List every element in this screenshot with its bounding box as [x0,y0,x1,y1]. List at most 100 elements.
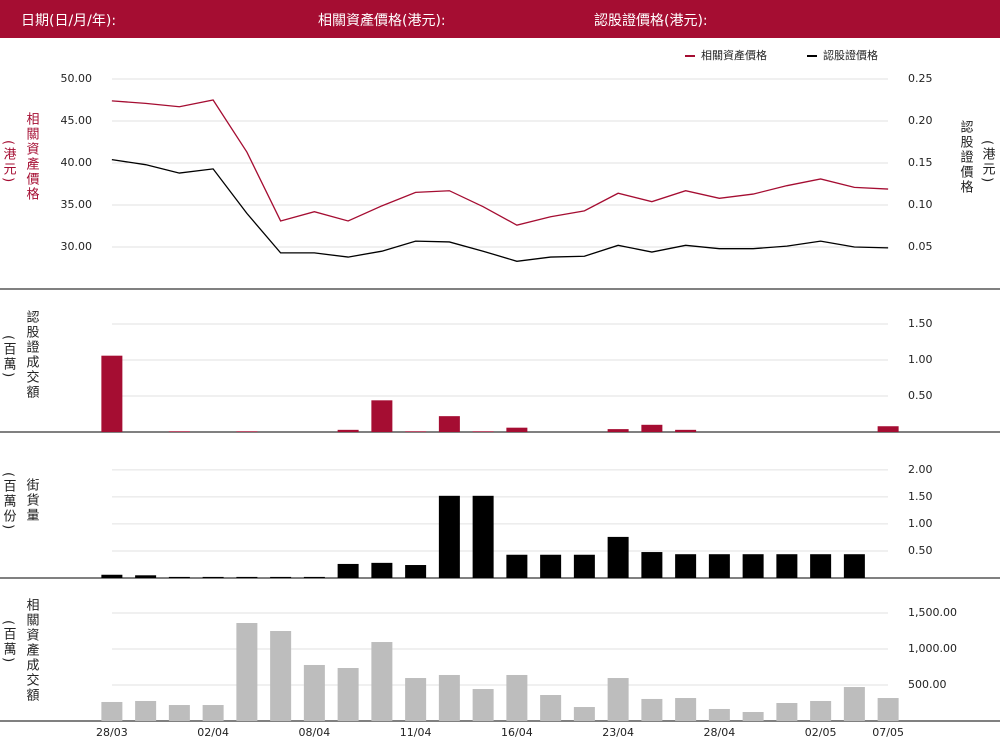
y-axis-unit: (百萬份) [1,472,17,531]
x-tick-label: 07/05 [872,726,904,739]
bar [438,416,460,432]
y-axis-unit: (百萬) [1,335,17,379]
tick-label: 0.20 [908,114,933,127]
tick-label: 0.10 [908,198,933,211]
tick-label: 0.15 [908,156,933,169]
legend-label: 相關資產價格 [701,48,767,62]
tick-label: 0.50 [908,544,933,557]
bar [270,631,292,721]
bar [371,562,393,578]
bar [708,554,730,578]
bar [607,678,629,721]
y2-axis-unit: (港元) [980,140,996,184]
bar [742,712,764,721]
bar [675,554,697,578]
warrant-price-label: 認股證價格(港元): [594,13,708,29]
x-tick-label: 16/04 [501,726,533,739]
bar [303,664,325,721]
bar [337,668,359,721]
tick-label: 1.00 [908,353,933,366]
bar [708,708,730,721]
x-tick-label: 02/05 [805,726,837,739]
bar [236,623,258,721]
y2-axis-label: 認股證價格 [958,119,974,195]
bar [101,701,123,721]
bar [438,495,460,578]
x-tick-label: 23/04 [602,726,634,739]
bar [810,554,832,578]
x-tick-label: 28/04 [704,726,736,739]
bar [742,554,764,578]
tick-label: 35.00 [61,198,93,211]
bar [843,554,865,578]
bar [202,705,224,721]
bar [573,554,595,578]
tick-label: 0.05 [908,240,933,253]
bar [540,695,562,721]
legend-label: 認股證價格 [823,48,878,62]
tick-label: 40.00 [61,156,93,169]
bar [135,700,157,721]
bar [303,576,325,578]
bar [641,698,663,721]
bar [405,678,427,721]
y-axis-label: 認股證成交額 [24,309,40,400]
bar [168,705,190,721]
bar [843,687,865,721]
header: 日期(日/月/年): 相關資產價格(港元): 認股證價格(港元): [0,0,1000,38]
tick-label: 2.00 [908,463,933,476]
bar [877,426,899,432]
date-label: 日期(日/月/年): [21,13,117,29]
series-line [111,99,889,226]
bar [506,427,528,432]
tick-label: 45.00 [61,114,93,127]
bar [168,431,190,432]
bar [101,355,123,432]
bar [540,554,562,578]
tick-label: 1,500.00 [908,606,957,619]
bar [202,576,224,578]
bar [675,429,697,432]
y-axis-label: 相關資產價格 [24,112,40,202]
bar [438,674,460,721]
tick-label: 50.00 [61,72,93,85]
tick-label: 1.50 [908,490,933,503]
bar [607,429,629,432]
asset-price-label: 相關資產價格(港元): [318,13,446,29]
x-tick-label: 28/03 [96,726,128,739]
y-axis-label: 相關資產成交額 [24,598,40,703]
bar [573,707,595,721]
bar [135,575,157,578]
bar [371,642,393,721]
x-tick-label: 08/04 [299,726,331,739]
bar [337,429,359,432]
bar [877,698,899,721]
bar [337,563,359,578]
series-line [111,158,889,262]
tick-label: 30.00 [61,240,93,253]
bar [506,674,528,721]
bar [236,431,258,432]
bar [472,689,494,721]
bar [371,400,393,432]
tick-label: 0.50 [908,389,933,402]
bar [607,536,629,578]
tick-label: 1.50 [908,317,933,330]
tick-label: 500.00 [908,678,947,691]
bar [270,576,292,578]
bar [472,495,494,578]
bar [675,698,697,721]
bar [776,703,798,721]
bar [236,576,258,578]
tick-label: 0.25 [908,72,933,85]
y-axis-label: 街貨量 [24,478,40,523]
bar [641,552,663,578]
y-axis-unit: (港元) [1,140,17,184]
x-tick-label: 11/04 [400,726,432,739]
x-tick-label: 02/04 [197,726,229,739]
bar [405,431,427,432]
bar [506,554,528,578]
bar [776,554,798,578]
